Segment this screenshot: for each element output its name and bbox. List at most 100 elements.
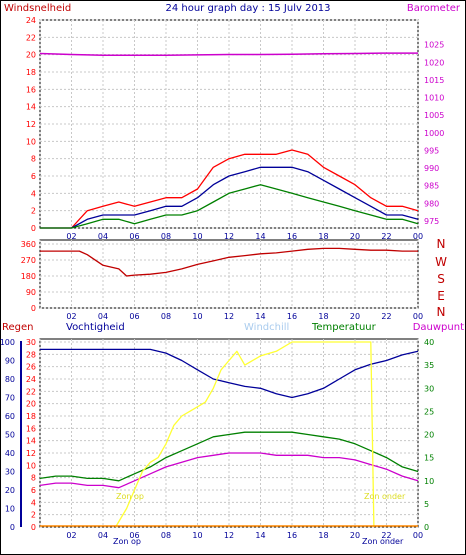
p1-left-tick-label: 2 xyxy=(31,207,36,216)
p2-xtick-label: 20 xyxy=(350,531,360,540)
p1-left-tick-label: 10 xyxy=(26,137,36,146)
p3-right-tick-label: 25 xyxy=(424,407,434,416)
page-title: 24 hour graph day : 15 Julv 2013 xyxy=(165,3,330,14)
p2-left-tick-label: 270 xyxy=(21,256,36,265)
p0-xtick-label: 08 xyxy=(161,232,171,241)
p0-xtick-label: 00 xyxy=(413,232,423,241)
p3-rain-tick-label: 22 xyxy=(26,387,36,396)
p0-xtick-label: 02 xyxy=(66,232,76,241)
p0-xtick-label: 14 xyxy=(255,232,265,241)
p1-right-tick-label: 980 xyxy=(424,199,439,208)
p1-right-tick-label: 1010 xyxy=(424,94,444,103)
p2-left-tick-label: 90 xyxy=(26,288,36,297)
p3-series-1 xyxy=(39,431,419,482)
p3-rain-tick-label: 28 xyxy=(26,350,36,359)
p0-xtick-label: 20 xyxy=(350,232,360,241)
p2-xtick-label: 14 xyxy=(255,531,265,540)
p2-xtick-label: 08 xyxy=(161,531,171,540)
tick-layer: 02 04 06 08 10 12 14 16 18 20 22 000246810121416182… xyxy=(0,16,444,540)
sunset-annotation: Zon onder xyxy=(364,492,406,501)
p1-xtick-label: 20 xyxy=(350,312,360,321)
p3-humidity-tick-label: 30 xyxy=(5,468,15,477)
p1-left-tick-label: 6 xyxy=(31,172,36,181)
p3-rain-tick-label: 4 xyxy=(31,498,36,507)
p3-right-tick-label: 35 xyxy=(424,361,434,370)
p1-right-tick-label: 1025 xyxy=(424,41,444,50)
p3-right-tick-label: 5 xyxy=(424,500,429,509)
p3-rain-tick-label: 10 xyxy=(26,461,36,470)
p3-humidity-tick-label: 70 xyxy=(5,394,15,403)
p0-xtick-label: 16 xyxy=(287,232,297,241)
p1-right-tick-label: 1000 xyxy=(424,129,444,138)
p1-right-tick-label: 1020 xyxy=(424,58,444,67)
p2-xtick-label: 18 xyxy=(318,531,328,540)
p1-left-tick-label: 18 xyxy=(26,68,36,77)
p3-humidity-tick-label: 90 xyxy=(5,357,15,366)
p1-xtick-label: 10 xyxy=(192,312,202,321)
sunrise-annotation: Zon op xyxy=(116,492,144,501)
p1-left-tick-label: 4 xyxy=(31,189,36,198)
p3-humidity-tick-label: 10 xyxy=(5,505,15,514)
p3-rain-tick-label: 18 xyxy=(26,412,36,421)
legend-windchill: Windchill xyxy=(244,322,289,333)
p3-series-3 xyxy=(115,341,375,528)
p3-rain-tick-label: 24 xyxy=(26,375,36,384)
left-label: Windsnelheid xyxy=(4,3,71,14)
p3-humidity-tick-label: 0 xyxy=(10,523,15,532)
p0-xtick-label: 18 xyxy=(318,232,328,241)
p3-rain-tick-label: 0 xyxy=(31,523,36,532)
p2-left-tick-label: 180 xyxy=(21,272,36,281)
p3-rain-tick-label: 8 xyxy=(31,474,36,483)
p3-right-tick-label: 10 xyxy=(424,477,434,486)
p1-xtick-label: 22 xyxy=(381,312,391,321)
p1-right-tick-label: 995 xyxy=(424,146,439,155)
p1-right-tick-label: 1015 xyxy=(424,76,444,85)
p2-xtick-label: 16 xyxy=(287,531,297,540)
p1-series-1 xyxy=(40,166,419,229)
p1-left-tick-label: 16 xyxy=(26,85,36,94)
p1-xtick-label: 06 xyxy=(129,312,139,321)
p3-right-tick-label: 40 xyxy=(424,338,434,347)
p3-rain-tick-label: 2 xyxy=(31,511,36,520)
p1-xtick-label: 12 xyxy=(224,312,234,321)
p3-series-2 xyxy=(39,452,419,489)
p3-right-tick-label: 15 xyxy=(424,454,434,463)
p3-rain-tick-label: 30 xyxy=(26,338,36,347)
p2-left-tick-label: 360 xyxy=(21,240,36,249)
compass-label-4: E xyxy=(437,289,445,303)
p2-xtick-label: 02 xyxy=(66,531,76,540)
p2-left-tick-label: 0 xyxy=(31,304,36,313)
p1-left-tick-label: 0 xyxy=(31,224,36,233)
p1-right-tick-label: 975 xyxy=(424,217,439,226)
p1-xtick-label: 08 xyxy=(161,312,171,321)
p3-humidity-tick-label: 60 xyxy=(5,412,15,421)
p1-right-tick-label: 1005 xyxy=(424,111,444,120)
p1-left-tick-label: 12 xyxy=(26,120,36,129)
p1-series-3 xyxy=(39,52,418,57)
p1-xtick-label: 04 xyxy=(98,312,108,321)
p2-xtick-label: 04 xyxy=(98,531,108,540)
compass-label-3: S xyxy=(437,272,445,286)
p1-series-0 xyxy=(40,149,419,229)
series-layer xyxy=(39,52,419,528)
p2-xtick-label: 12 xyxy=(224,531,234,540)
p1-xtick-label: 18 xyxy=(318,312,328,321)
p0-xtick-label: 04 xyxy=(98,232,108,241)
legend-temperature: Temperatuur xyxy=(311,322,377,333)
p0-xtick-label: 06 xyxy=(129,232,139,241)
p1-right-tick-label: 985 xyxy=(424,182,439,191)
p3-right-tick-label: 20 xyxy=(424,431,434,440)
p3-humidity-tick-label: 50 xyxy=(5,431,15,440)
p3-series-0 xyxy=(40,348,419,399)
p2-xtick-label: 06 xyxy=(129,531,139,540)
p2-xtick-label: 22 xyxy=(381,531,391,540)
p3-rain-tick-label: 12 xyxy=(26,449,36,458)
p3-rain-tick-label: 20 xyxy=(26,400,36,409)
compass-label-2: W xyxy=(435,255,447,269)
sunrise-footer: Zon op xyxy=(113,537,141,546)
p1-left-tick-label: 24 xyxy=(26,16,36,25)
p1-left-tick-label: 8 xyxy=(31,155,36,164)
